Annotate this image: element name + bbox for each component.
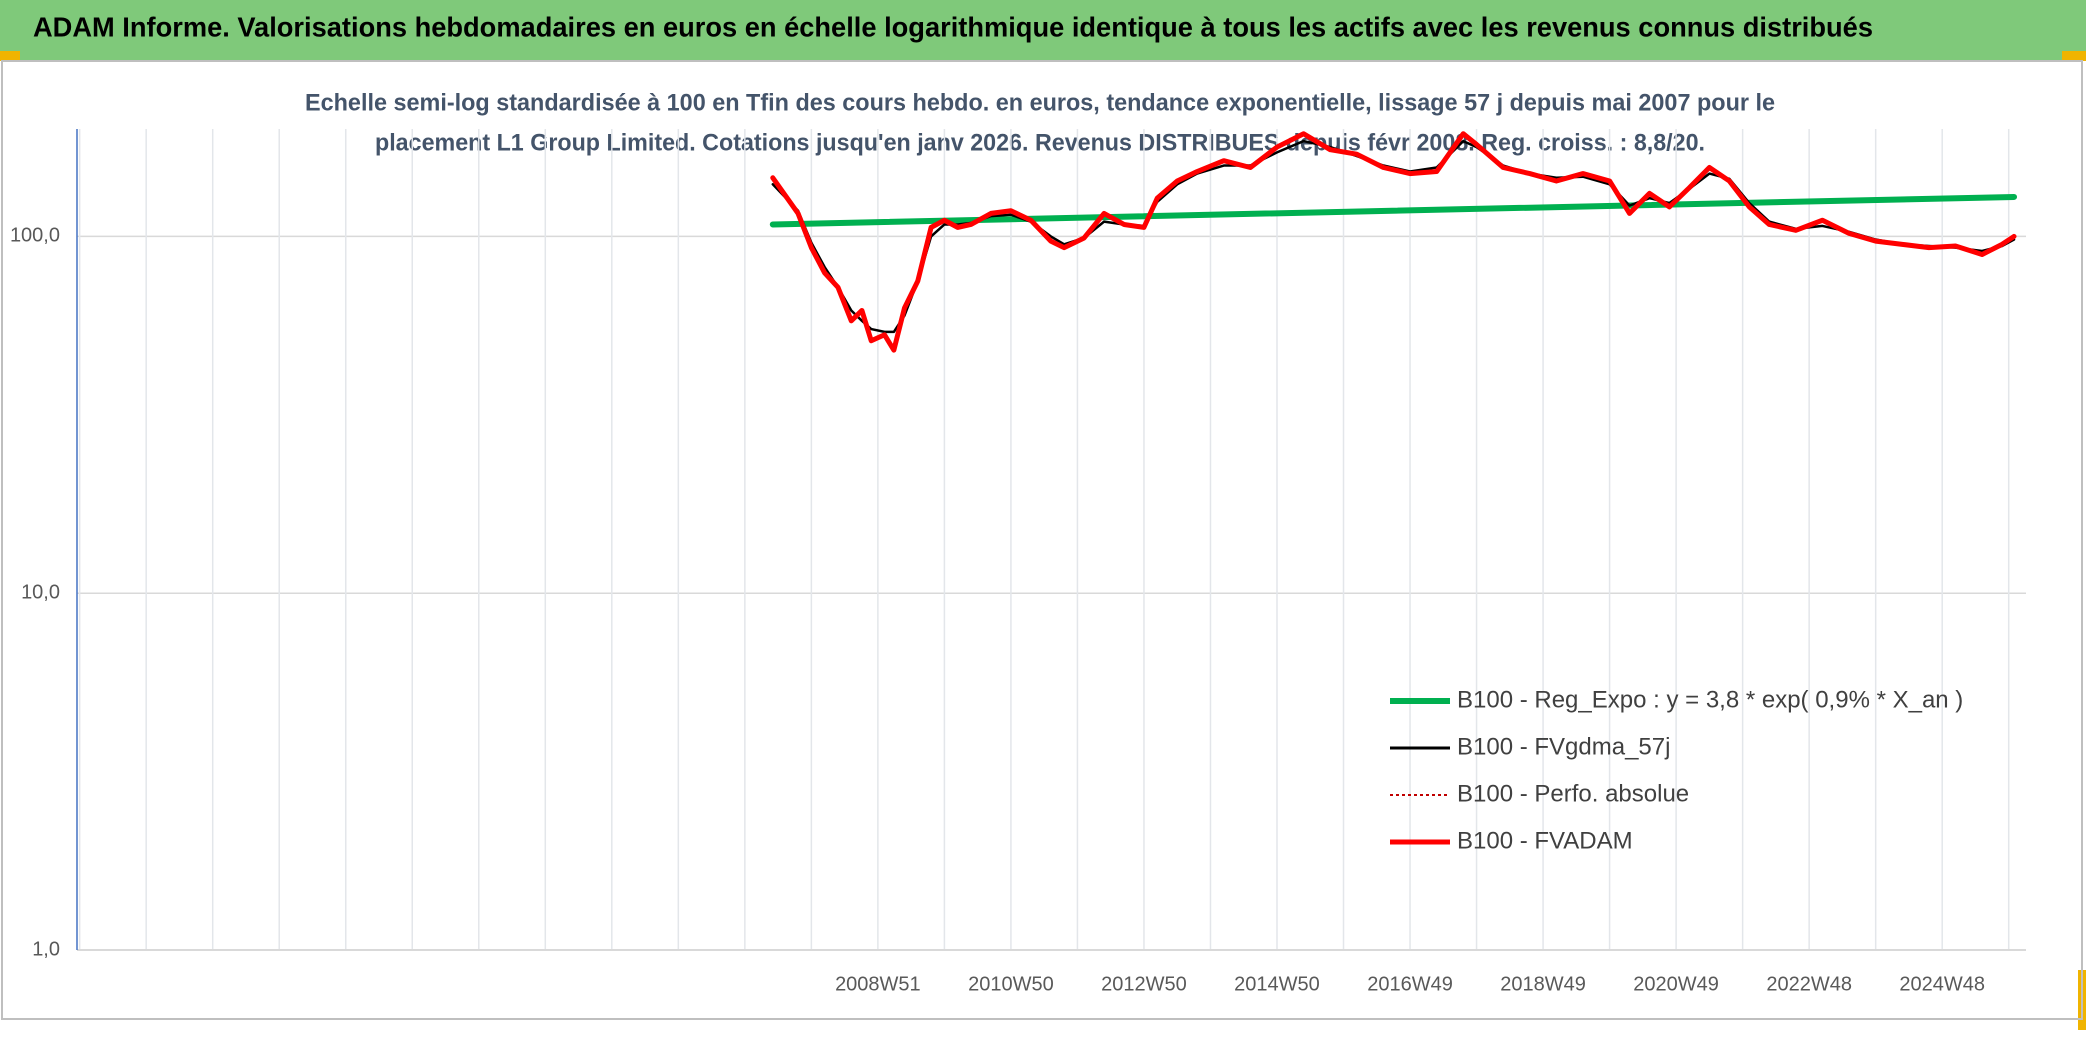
chart-subtitle: placement L1 Group Limited. Cotations ju… (375, 129, 1705, 156)
header-bar (0, 0, 2086, 60)
x-tick-label: 2024W48 (1899, 973, 1985, 995)
legend-label: B100 - Perfo. absolue (1457, 780, 1689, 807)
x-tick-label: 2008W51 (835, 973, 921, 995)
chart-subtitle: Echelle semi-log standardisée à 100 en T… (305, 89, 1775, 116)
y-tick-label: 10,0 (21, 581, 60, 603)
legend-label: B100 - FVgdma_57j (1457, 733, 1670, 760)
chart-frame (1, 60, 2083, 1020)
x-tick-label: 2016W49 (1367, 973, 1453, 995)
chart-title: ADAM Informe. Valorisations hebdomadaire… (33, 11, 1873, 42)
y-tick-label: 1,0 (32, 938, 60, 960)
x-tick-label: 2020W49 (1633, 973, 1719, 995)
corner-mark (0, 51, 20, 61)
y-tick-label: 100,0 (10, 225, 60, 247)
x-tick-label: 2018W49 (1500, 973, 1586, 995)
x-tick-label: 2022W48 (1766, 973, 1852, 995)
plot-area (769, 131, 2018, 353)
legend: B100 - Reg_Expo : y = 3,8 * exp( 0,9% * … (1390, 686, 1963, 854)
corner-mark (2062, 51, 2086, 61)
series-line (770, 131, 2017, 353)
legend-label: B100 - FVADAM (1457, 827, 1633, 854)
legend-label: B100 - Reg_Expo : y = 3,8 * exp( 0,9% * … (1457, 686, 1963, 713)
x-tick-label: 2012W50 (1101, 973, 1187, 995)
x-tick-label: 2010W50 (968, 973, 1054, 995)
x-tick-label: 2014W50 (1234, 973, 1320, 995)
